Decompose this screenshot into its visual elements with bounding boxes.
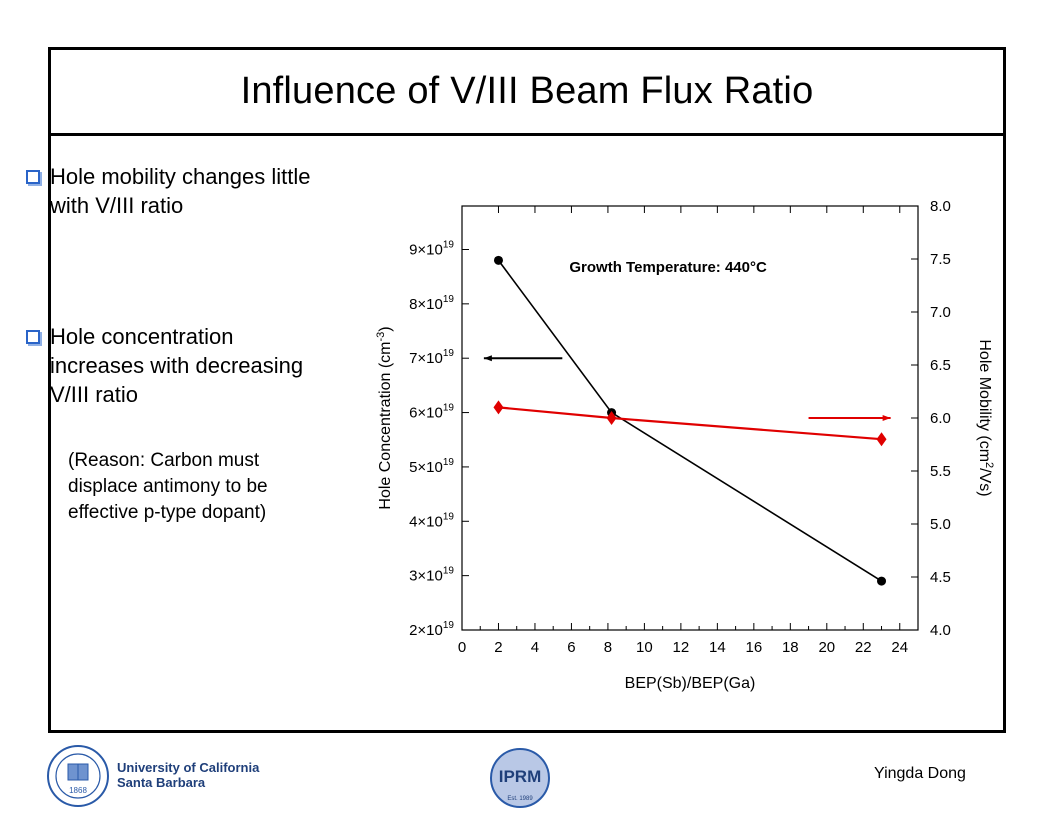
mobility-point	[606, 411, 617, 425]
x-tick-label: 18	[782, 639, 799, 656]
bullet-mobility: Hole mobility changes little with V/III …	[26, 162, 326, 220]
chart: 0 2 4 6 8 10 12 14 16 18 20 22 242×10193×10194×10195…	[375, 198, 995, 692]
title-bar: Influence of V/III Beam Flux Ratio	[51, 50, 1003, 136]
uc-seal-logo: 1868	[47, 745, 109, 807]
left-tick-label: 2×1019	[409, 620, 454, 639]
concentration-point	[877, 576, 887, 586]
x-axis-title: BEP(Sb)/BEP(Ga)	[625, 675, 756, 692]
x-tick-label: 6	[567, 639, 575, 656]
left-tick-label: 9×1019	[409, 239, 454, 258]
mobility-line	[498, 406, 882, 441]
right-tick-label: 6.5	[930, 357, 951, 374]
x-tick-label: 10	[636, 639, 653, 656]
x-tick-label: 4	[531, 639, 539, 656]
x-tick-label: 22	[855, 639, 872, 656]
right-axis-arrowhead	[882, 415, 891, 421]
seal-year: 1868	[69, 786, 87, 795]
right-tick-label: 7.0	[930, 304, 951, 321]
reason-note: (Reason: Carbon must displace antimony t…	[68, 450, 268, 523]
right-tick-label: 8.0	[930, 198, 951, 215]
x-tick-label: 14	[709, 639, 726, 656]
bullet-concentration-text: Hole concentration increases with decrea…	[50, 324, 304, 407]
university-name: University of California Santa Barbara	[117, 760, 259, 790]
left-axis-arrowhead	[483, 355, 492, 362]
x-tick-label: 20	[818, 639, 835, 656]
left-axis-title: Hole Concentration (cm-3)	[375, 326, 394, 509]
left-tick-label: 3×1019	[409, 566, 454, 585]
right-tick-label: 5.0	[930, 516, 951, 533]
x-tick-label: 16	[745, 639, 762, 656]
author-name: Yingda Dong	[874, 765, 966, 782]
left-tick-label: 8×1019	[409, 294, 454, 313]
slide-frame: Influence of V/III Beam Flux Ratio	[48, 47, 1006, 733]
x-tick-label: 8	[604, 639, 612, 656]
growth-temperature-annotation: Growth Temperature: 440°C	[569, 259, 767, 276]
university-line-1: University of California	[117, 760, 260, 775]
bullet-concentration: Hole concentration increases with decrea…	[26, 322, 326, 409]
slide-title: Influence of V/III Beam Flux Ratio	[240, 70, 814, 112]
left-tick-label: 5×1019	[409, 457, 454, 476]
right-tick-label: 5.5	[930, 463, 951, 480]
x-tick-label: 2	[494, 639, 502, 656]
mobility-point	[876, 432, 887, 447]
x-tick-label: 12	[673, 639, 690, 656]
university-line-2: Santa Barbara	[117, 775, 206, 790]
right-tick-label: 4.0	[930, 622, 951, 639]
bullet-mobility-text: Hole mobility changes little with V/III …	[50, 164, 311, 218]
right-axis-title: Hole Mobility (cm2/Vs)	[976, 339, 995, 496]
concentration-point	[493, 255, 503, 265]
checkbox-bullet-icon	[26, 170, 40, 184]
left-tick-label: 4×1019	[409, 511, 454, 530]
left-tick-label: 7×1019	[409, 348, 454, 367]
iprm-est-text: Est. 1989	[507, 796, 533, 802]
iprm-logo-text: IPRM	[499, 767, 542, 786]
checkbox-bullet-icon	[26, 330, 40, 344]
iprm-logo: IPRM Est. 1989	[490, 748, 550, 808]
right-tick-label: 4.5	[930, 569, 951, 586]
right-tick-label: 7.5	[930, 251, 951, 268]
concentration-line	[497, 259, 882, 582]
x-tick-label: 0	[458, 639, 466, 656]
x-tick-label: 24	[891, 639, 908, 656]
right-tick-label: 6.0	[930, 410, 951, 427]
left-tick-label: 6×1019	[409, 403, 454, 422]
mobility-point	[493, 400, 504, 415]
